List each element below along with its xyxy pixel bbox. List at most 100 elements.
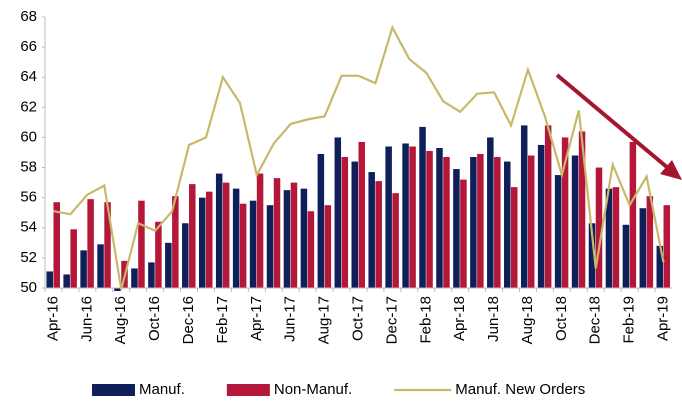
bar — [165, 242, 172, 288]
bar — [189, 184, 196, 288]
x-tick-label: Oct-18 — [553, 296, 570, 341]
bar — [138, 200, 145, 288]
bar — [656, 245, 664, 288]
x-tick-label: Jun-17 — [282, 296, 299, 342]
bar — [239, 203, 247, 288]
bar — [511, 187, 518, 288]
bar — [571, 155, 579, 288]
bar — [578, 131, 586, 288]
bar — [104, 202, 111, 288]
bar — [198, 197, 206, 288]
bar — [460, 179, 467, 288]
legend-swatch — [92, 384, 135, 396]
x-tick-label: Oct-17 — [349, 296, 366, 341]
bar — [426, 150, 433, 288]
bar — [537, 144, 545, 288]
bar — [622, 224, 630, 288]
y-tick-label: 68 — [20, 8, 37, 25]
bar — [368, 172, 375, 288]
x-tick-label: Apr-16 — [44, 296, 61, 341]
bar — [80, 250, 87, 288]
bar — [527, 155, 535, 288]
x-tick-label: Feb-19 — [621, 296, 638, 344]
bar — [470, 157, 477, 288]
bar — [588, 223, 596, 288]
bar — [504, 161, 511, 288]
bar — [114, 288, 121, 292]
bar — [595, 167, 603, 288]
bar — [300, 188, 308, 288]
bar — [409, 146, 416, 288]
bar — [182, 223, 189, 288]
y-tick-label: 62 — [20, 98, 37, 115]
y-tick-label: 60 — [20, 128, 37, 145]
arrow-head — [660, 160, 682, 180]
y-tick-label: 50 — [20, 279, 37, 296]
bar — [554, 175, 562, 288]
bar — [351, 161, 358, 288]
legend: Manuf. Non-Manuf. Manuf. New Orders — [92, 381, 585, 398]
x-tick-label: Feb-17 — [214, 296, 231, 344]
bar — [249, 200, 257, 288]
x-tick-label: Feb-18 — [417, 296, 434, 344]
bar — [70, 229, 77, 288]
legend-label: Manuf. New Orders — [455, 381, 585, 398]
bar — [87, 199, 94, 288]
bar — [205, 191, 213, 288]
bar — [215, 173, 223, 288]
x-tick-label: Oct-16 — [146, 296, 163, 341]
bar — [419, 126, 426, 289]
y-tick-label: 52 — [20, 249, 37, 266]
bar — [317, 154, 325, 288]
legend-label: Manuf. — [139, 381, 185, 398]
bar — [222, 182, 230, 288]
y-tick-label: 66 — [20, 38, 37, 55]
bar — [131, 268, 138, 288]
bar — [402, 143, 409, 288]
bar — [324, 205, 332, 288]
bar — [266, 205, 274, 288]
bar — [97, 244, 104, 288]
bar — [256, 173, 264, 288]
bar — [307, 211, 315, 288]
x-tick-label: Aug-16 — [112, 296, 129, 344]
bar — [63, 274, 70, 288]
line-series — [53, 24, 665, 290]
bar — [392, 193, 399, 288]
y-tick-label: 54 — [20, 219, 37, 236]
bar — [453, 169, 460, 288]
bar — [172, 196, 179, 288]
bar — [375, 181, 382, 288]
trend-arrow — [555, 73, 682, 180]
bar — [663, 205, 671, 288]
bar — [612, 187, 620, 288]
bar — [477, 154, 484, 288]
x-tick-label: Jun-18 — [485, 296, 502, 342]
bar — [53, 202, 60, 288]
bar — [639, 208, 647, 288]
bar — [561, 137, 569, 288]
bar — [46, 271, 53, 288]
legend-label: Non-Manuf. — [274, 381, 352, 398]
y-tick-label: 56 — [20, 189, 37, 206]
x-tick-label: Dec-17 — [383, 296, 400, 344]
bar — [520, 125, 528, 289]
bar — [358, 141, 365, 288]
bar — [341, 157, 349, 288]
legend-swatch — [226, 384, 270, 396]
bar — [494, 157, 501, 288]
x-tick-label: Apr-19 — [654, 296, 671, 341]
bar — [544, 125, 552, 289]
bar — [148, 262, 155, 288]
x-tick-label: Apr-17 — [248, 296, 265, 341]
bar — [232, 188, 240, 288]
bar — [334, 137, 342, 288]
bar — [436, 147, 443, 288]
y-tick-label: 58 — [20, 159, 37, 176]
bar — [155, 221, 162, 288]
bar — [487, 137, 494, 288]
x-tick-label: Dec-16 — [180, 296, 197, 344]
bar — [273, 178, 281, 288]
bar — [646, 196, 654, 288]
